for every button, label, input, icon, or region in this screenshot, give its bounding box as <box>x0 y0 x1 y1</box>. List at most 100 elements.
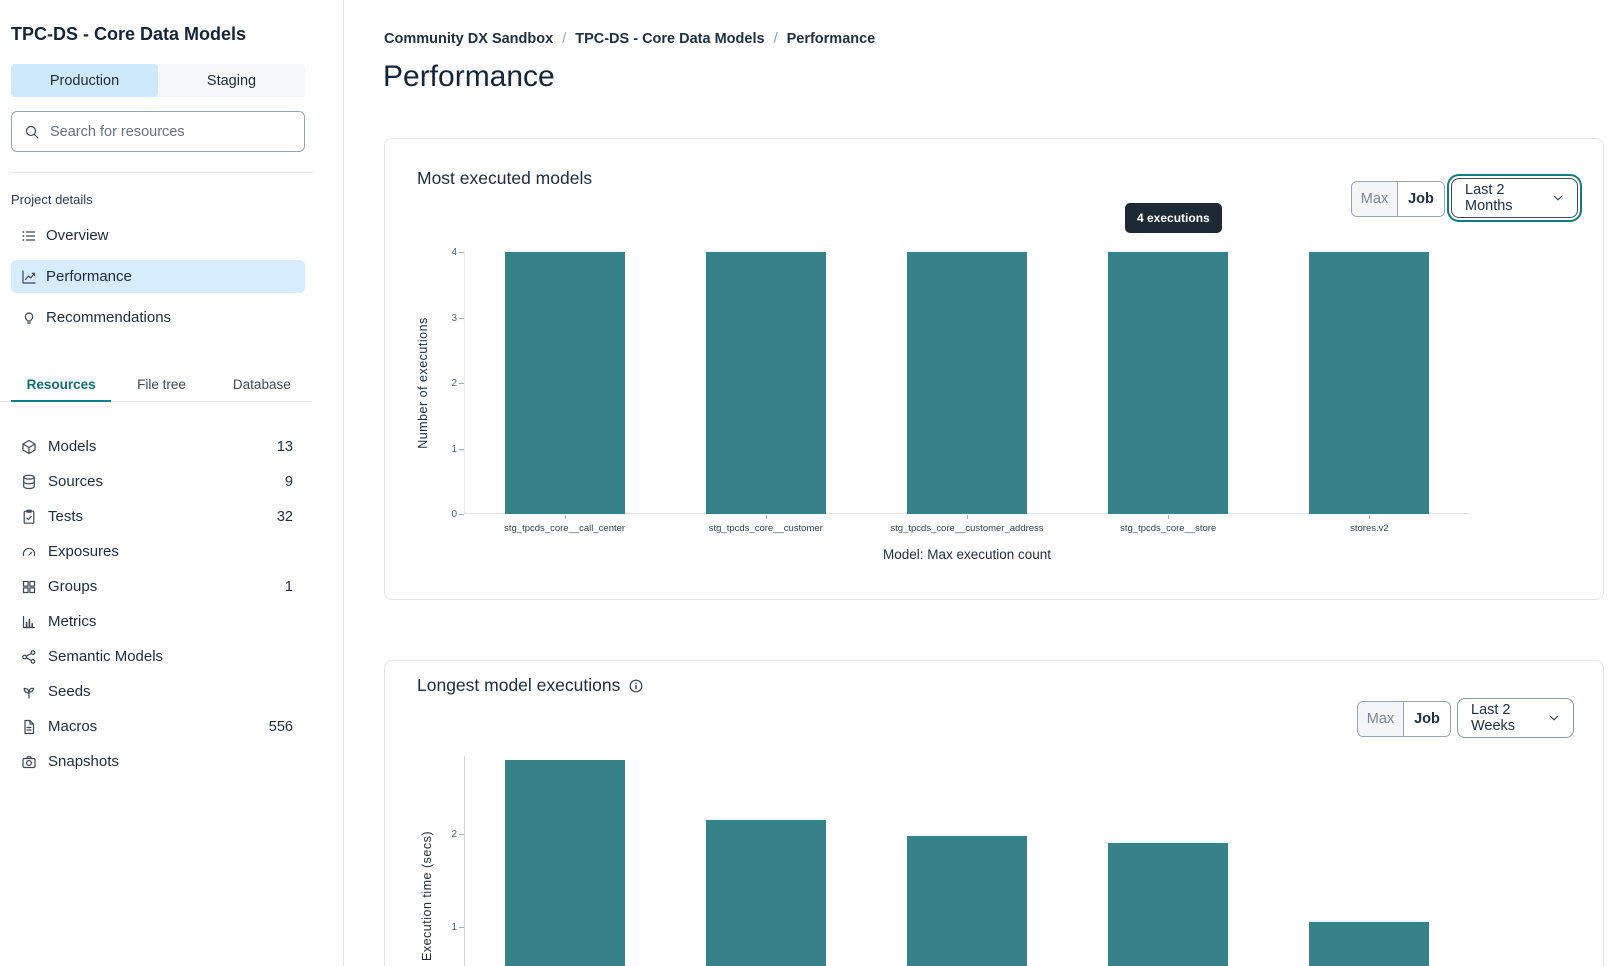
chevron-down-icon <box>1554 195 1562 201</box>
resource-row-macros[interactable]: Macros 556 <box>11 709 305 744</box>
resource-count: 1 <box>284 578 293 595</box>
resource-tabs: Resources File tree Database <box>0 368 312 402</box>
bar[interactable] <box>1108 843 1229 966</box>
tab-production[interactable]: Production <box>11 64 158 97</box>
y-tick <box>459 448 464 450</box>
resource-row-sources[interactable]: Sources 9 <box>11 464 305 499</box>
time-range-value: Last 2 Months <box>1465 182 1513 214</box>
chart-title: Most executed models <box>417 168 593 188</box>
max-toggle-button[interactable]: Max <box>1358 702 1404 736</box>
resource-row-groups[interactable]: Groups 1 <box>11 569 305 604</box>
nav-label: Recommendations <box>46 309 172 326</box>
bar[interactable] <box>1108 252 1229 514</box>
job-toggle-button[interactable]: Job <box>1398 182 1444 216</box>
time-range-value: Last 2 Weeks <box>1471 702 1516 734</box>
resource-row-exposures[interactable]: Exposures <box>11 534 305 569</box>
resource-row-seeds[interactable]: Seeds <box>11 674 305 709</box>
resource-label: Models <box>48 438 97 455</box>
bar[interactable] <box>907 252 1027 514</box>
resource-label: Metrics <box>48 613 97 630</box>
resource-label: Macros <box>48 718 98 735</box>
resource-count: 9 <box>284 473 293 490</box>
resource-search[interactable] <box>11 111 305 152</box>
resource-row-models[interactable]: Models 13 <box>11 429 305 464</box>
resource-label: Groups <box>48 578 98 595</box>
breadcrumb: Community DX Sandbox / TPC-DS - Core Dat… <box>384 31 875 47</box>
cube-icon <box>22 439 36 454</box>
x-axis-title: Model: Max execution count <box>882 547 1052 562</box>
resource-label: Seeds <box>48 683 91 700</box>
resource-row-snapshots[interactable]: Snapshots <box>11 744 305 779</box>
resource-count: 13 <box>276 438 293 455</box>
x-tick <box>564 515 566 519</box>
nav-label: Performance <box>46 268 132 285</box>
bar-chart-plot <box>464 661 1470 966</box>
bar[interactable] <box>907 835 1027 966</box>
y-tick <box>459 317 464 319</box>
max-job-toggle: Max Job <box>1357 701 1451 737</box>
chart-title: Longest model executions <box>417 675 621 695</box>
x-category-label: stores.v2 <box>1350 523 1389 534</box>
x-tick <box>967 515 968 519</box>
resource-row-tests[interactable]: Tests 32 <box>11 499 305 534</box>
resource-label: Snapshots <box>48 753 119 770</box>
resource-list: Models 13 Sources 9 Tests 32 Exposures G… <box>11 429 305 779</box>
most-executed-models-card: Most executed models Max Job Last 2 Mont… <box>384 138 1604 600</box>
tab-staging[interactable]: Staging <box>206 72 257 89</box>
chart-line-icon <box>22 269 36 284</box>
y-axis-line <box>464 252 465 514</box>
breadcrumb-account[interactable]: Community DX Sandbox <box>384 31 554 47</box>
breadcrumb-project[interactable]: TPC-DS - Core Data Models <box>575 31 765 47</box>
time-range-dropdown[interactable]: Last 2 Weeks <box>1457 698 1574 738</box>
y-tick-label: 2 <box>451 378 457 389</box>
bar-chart-plot: stg_tpcds_core__call_center stg_tpcds_cor… <box>464 252 1470 534</box>
y-tick <box>459 514 464 515</box>
y-axis-title: Execution time (secs) <box>420 831 434 961</box>
info-icon[interactable] <box>628 678 644 694</box>
nav-label: Overview <box>46 227 109 244</box>
sidebar-item-performance[interactable]: Performance <box>11 260 305 293</box>
bar[interactable] <box>504 252 625 514</box>
chevron-down-icon <box>1550 715 1558 721</box>
job-toggle-button[interactable]: Job <box>1404 702 1450 736</box>
sprout-icon <box>23 687 34 699</box>
tab-resources[interactable]: Resources <box>11 368 112 402</box>
bar[interactable] <box>504 759 625 966</box>
bar[interactable] <box>705 252 826 514</box>
resource-row-semantic-models[interactable]: Semantic Models <box>11 639 305 674</box>
tab-file-tree[interactable]: File tree <box>137 377 186 392</box>
y-tick <box>459 927 464 928</box>
semantic-nodes-icon <box>22 649 36 664</box>
resource-label: Semantic Models <box>48 648 164 665</box>
bar[interactable] <box>1309 922 1430 966</box>
sidebar-item-recommendations[interactable]: Recommendations <box>11 301 305 334</box>
sidebar-item-overview[interactable]: Overview <box>11 219 305 252</box>
document-icon <box>24 719 35 734</box>
tab-database[interactable]: Database <box>232 377 291 392</box>
camera-icon <box>22 755 36 768</box>
x-tick <box>1168 515 1170 519</box>
sidebar-divider <box>11 172 313 173</box>
breadcrumb-current: Performance <box>786 31 876 47</box>
resource-row-metrics[interactable]: Metrics <box>11 604 305 639</box>
bar-chart-icon <box>22 615 36 628</box>
bar[interactable] <box>1309 252 1430 514</box>
list-icon <box>22 230 36 241</box>
bar[interactable] <box>705 820 826 966</box>
lightbulb-icon <box>24 311 34 324</box>
page-title: Performance <box>383 60 555 93</box>
max-toggle-button[interactable]: Max <box>1352 182 1398 216</box>
y-axis-line <box>464 756 465 966</box>
x-category-label: stg_tpcds_core__customer_address <box>890 523 1044 534</box>
y-tick-label: 0 <box>451 509 457 520</box>
time-range-dropdown[interactable]: Last 2 Months <box>1451 178 1578 218</box>
longest-model-executions-card: Longest model executions Max Job Last 2 … <box>384 660 1604 966</box>
y-tick <box>459 834 464 835</box>
sidebar: TPC-DS - Core Data Models Production Sta… <box>0 0 344 966</box>
resource-label: Sources <box>48 473 104 490</box>
resource-label: Exposures <box>48 543 119 560</box>
search-input[interactable] <box>50 123 292 140</box>
breadcrumb-separator: / <box>562 31 567 47</box>
x-category-label: stg_tpcds_core__store <box>1120 523 1217 534</box>
